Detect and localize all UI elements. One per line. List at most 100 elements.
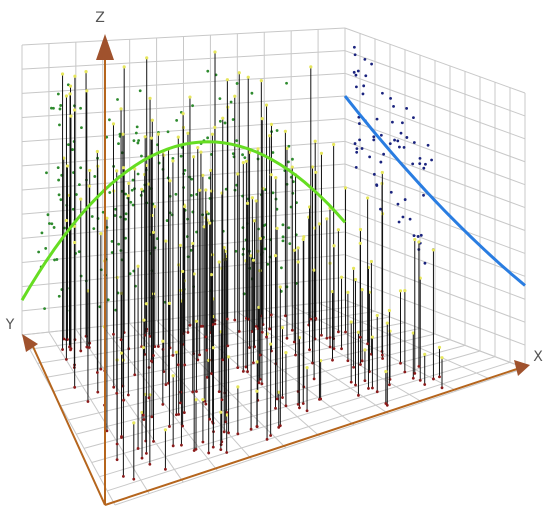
y-projection	[90, 215, 94, 218]
y-projection	[190, 193, 193, 197]
top-point	[292, 248, 296, 252]
floor-point	[176, 363, 180, 367]
y-projection	[206, 69, 210, 73]
top-point	[312, 268, 316, 272]
top-point	[209, 272, 214, 277]
top-point	[149, 136, 154, 140]
y-projection	[48, 222, 51, 225]
z-label: Z	[95, 10, 105, 26]
top-point	[358, 227, 363, 232]
top-point	[431, 248, 436, 252]
top-point	[191, 241, 195, 246]
top-point	[201, 397, 205, 402]
top-point	[198, 188, 202, 192]
top-point	[236, 385, 240, 389]
top-point	[140, 187, 144, 191]
top-point	[417, 240, 421, 244]
top-point	[277, 390, 281, 394]
y-projection	[108, 118, 111, 122]
floor-point	[308, 348, 311, 352]
y-arrow	[22, 334, 38, 352]
x-projection	[370, 62, 373, 66]
top-point	[283, 129, 287, 133]
y-projection	[166, 130, 170, 134]
floor-point	[366, 342, 370, 346]
x-projection	[408, 217, 412, 221]
floor-point	[360, 359, 364, 363]
y-projection	[117, 242, 121, 246]
x-projection	[372, 138, 376, 142]
top-point	[132, 421, 136, 425]
top-point	[246, 75, 250, 79]
y-projection	[74, 193, 78, 196]
x-projection	[372, 172, 376, 176]
x-projection	[352, 45, 356, 49]
floor-point	[152, 354, 155, 357]
top-point	[156, 132, 160, 136]
top-point	[346, 290, 350, 294]
y-projection	[106, 298, 110, 302]
left-wall-line	[21, 50, 346, 70]
floor-point	[147, 396, 151, 400]
x-projection	[379, 207, 382, 211]
x-projection	[426, 143, 430, 147]
floor-line	[114, 367, 526, 506]
top-point	[161, 339, 165, 343]
top-point	[204, 188, 208, 192]
top-point	[192, 272, 196, 276]
floor-point	[328, 336, 332, 339]
top-point	[68, 92, 72, 96]
top-point	[119, 107, 123, 111]
y-projection	[124, 212, 128, 216]
top-point	[309, 65, 313, 69]
floor-point	[69, 347, 73, 351]
right-wall-line	[344, 50, 526, 117]
top-point	[115, 169, 119, 173]
floor-point	[320, 333, 323, 337]
floor-line	[129, 322, 253, 460]
y-projection	[93, 175, 97, 178]
floor-point	[205, 375, 209, 379]
y-projection	[40, 231, 44, 235]
floor-point	[156, 345, 160, 348]
floor-point	[225, 410, 228, 414]
floor-point	[236, 366, 240, 370]
x-projection	[411, 162, 415, 166]
y-projection	[241, 153, 244, 157]
floor-point	[318, 398, 321, 401]
x-projection	[360, 147, 364, 150]
top-point	[387, 308, 392, 313]
floor-point	[196, 358, 200, 362]
floor-point	[294, 353, 297, 357]
top-point	[201, 173, 205, 177]
floor-point	[115, 458, 119, 462]
y-projection	[179, 154, 183, 158]
x-projection	[400, 121, 404, 125]
floor-point	[292, 340, 296, 344]
y-projection	[229, 100, 233, 104]
top-point	[418, 276, 422, 280]
floor-point	[177, 412, 181, 416]
x-projection	[418, 156, 422, 160]
top-point	[375, 313, 379, 318]
y-projection	[171, 157, 175, 160]
y-projection	[110, 239, 114, 243]
floor-point	[403, 370, 407, 374]
floor-point	[248, 346, 251, 349]
top-point	[199, 150, 203, 154]
y-projection	[250, 91, 254, 95]
floor-point	[237, 329, 241, 333]
top-point	[356, 330, 361, 334]
x-arrow	[514, 360, 530, 376]
y-projection	[44, 247, 48, 250]
y-projection	[110, 251, 114, 254]
floor-point	[325, 336, 329, 340]
top-point	[319, 151, 324, 155]
right-wall-line	[344, 72, 526, 140]
top-point	[336, 228, 340, 232]
y-projection	[56, 92, 60, 96]
x-projection	[364, 74, 368, 78]
top-point	[196, 146, 200, 150]
floor-point	[198, 353, 202, 357]
